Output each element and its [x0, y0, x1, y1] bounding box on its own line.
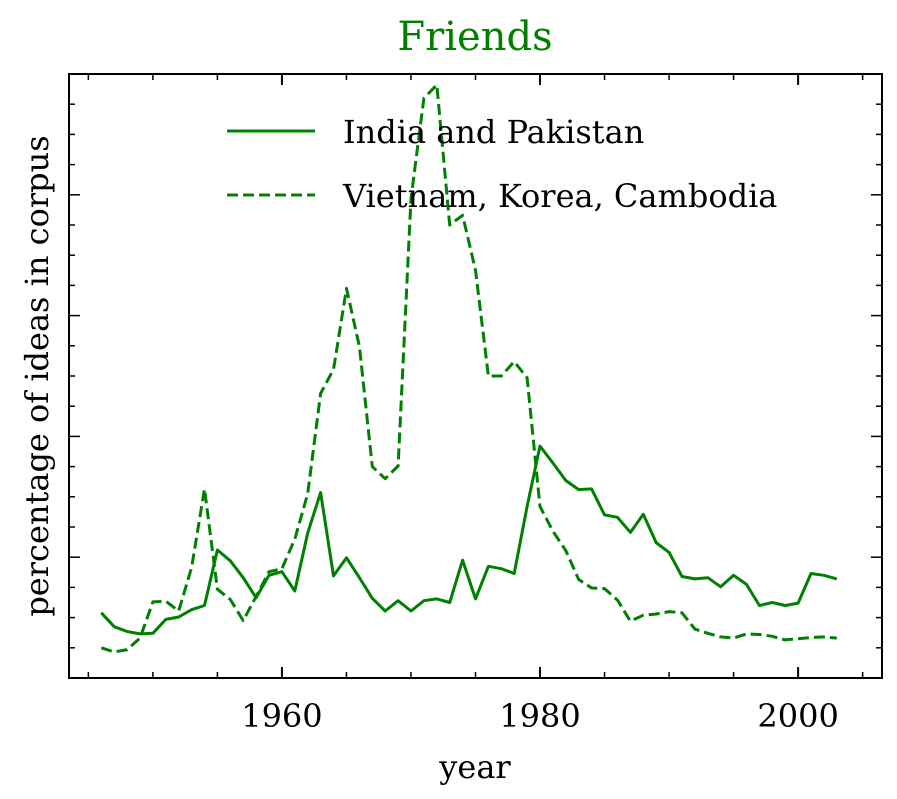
legend-label-vietnam-korea-cambodia: Vietnam, Korea, Cambodia [342, 177, 777, 215]
chart-title: Friends [397, 14, 552, 60]
y-axis-label: percentage of ideas in corpus [18, 135, 56, 616]
series-line-vietnam-korea-cambodia [100, 83, 837, 654]
legend-label-india-pakistan: India and Pakistan [343, 113, 644, 151]
series-line-india-pakistan [100, 444, 838, 636]
x-tick-label-1960: 1960 [241, 697, 322, 735]
x-tick-label-1980: 1980 [499, 697, 580, 735]
legend: India and Pakistan Vietnam, Korea, Cambo… [227, 113, 777, 215]
axis-ticks: 1960 1980 2000 [69, 73, 882, 735]
x-axis-label: year [438, 748, 511, 786]
x-tick-label-2000: 2000 [757, 697, 838, 735]
plot-frame [68, 73, 883, 679]
plot-area [100, 83, 838, 654]
